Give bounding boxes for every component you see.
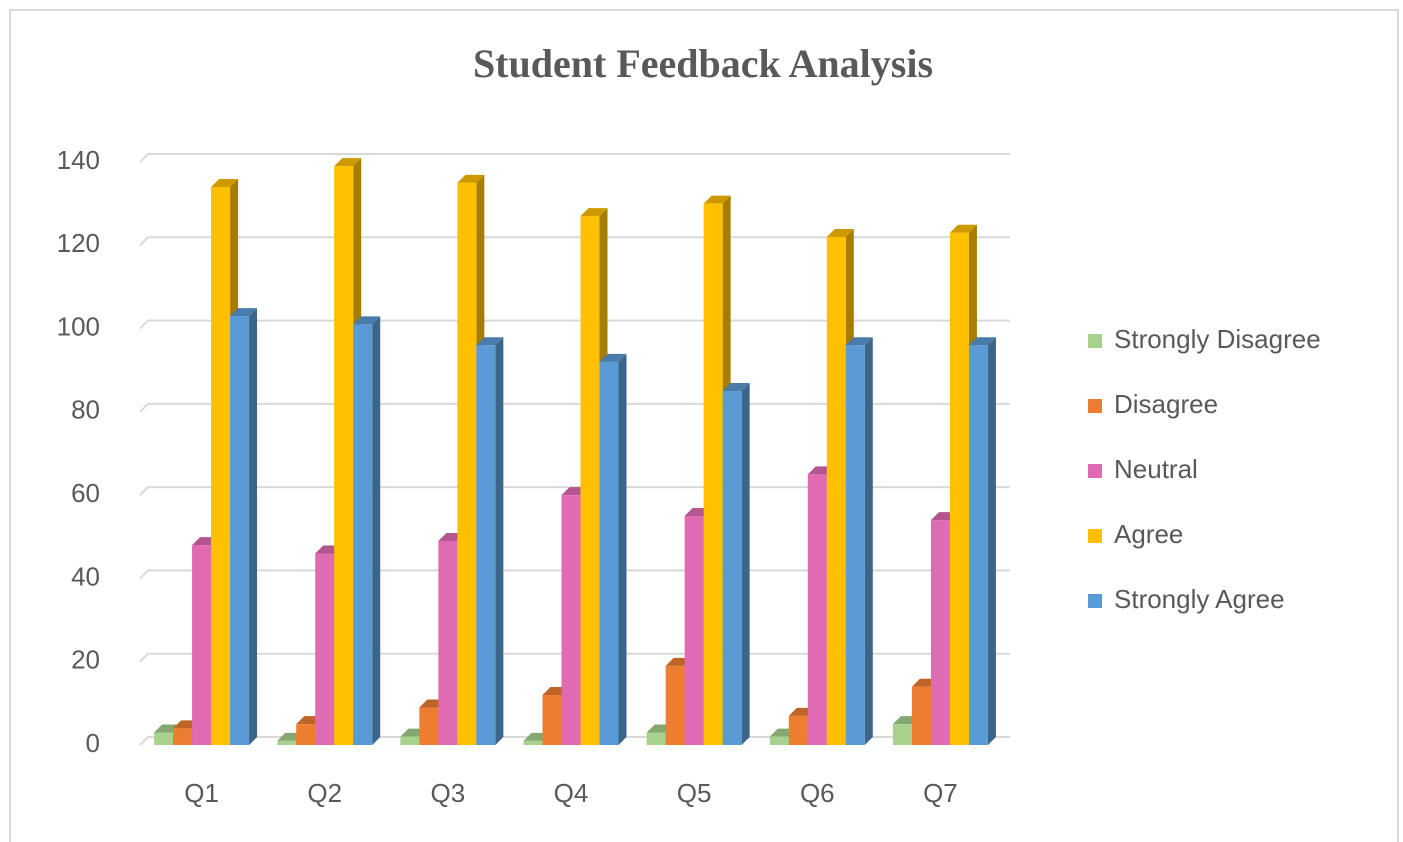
x-tick-label: Q2 — [307, 778, 342, 808]
bar-top — [211, 178, 239, 187]
y-tick-label: 80 — [71, 395, 100, 425]
y-tick-label: 60 — [71, 478, 100, 508]
bar-top — [580, 208, 608, 217]
bar — [334, 166, 354, 745]
bar — [476, 345, 496, 745]
bar — [154, 732, 174, 745]
legend-swatch — [1088, 334, 1102, 348]
y-tick-label: 120 — [57, 228, 100, 258]
bar — [457, 182, 477, 746]
bar — [599, 361, 619, 745]
bar — [211, 186, 231, 745]
legend-label: Neutral — [1114, 454, 1198, 484]
y-tick-label: 0 — [86, 728, 100, 758]
legend-swatch — [1088, 594, 1102, 608]
bar-side — [987, 337, 996, 745]
bar — [892, 724, 912, 745]
bar — [911, 686, 931, 745]
bar-top — [353, 316, 381, 325]
y-tick-label: 140 — [57, 145, 100, 175]
bar-top — [230, 308, 258, 317]
bar — [542, 695, 562, 745]
bar — [296, 724, 316, 745]
bar — [230, 316, 250, 745]
y-tick-label: 40 — [71, 561, 100, 591]
bar — [665, 665, 685, 745]
legend-label: Strongly Agree — [1114, 584, 1285, 614]
x-tick-label: Q4 — [554, 778, 589, 808]
bar-side — [249, 308, 258, 745]
bar-top — [476, 337, 504, 346]
bar — [807, 474, 827, 745]
bar — [788, 715, 808, 745]
x-tick-label: Q3 — [431, 778, 466, 808]
bar — [173, 728, 193, 745]
bar-side — [741, 383, 750, 745]
bar — [646, 732, 666, 745]
legend-swatch — [1088, 399, 1102, 413]
bar — [580, 216, 600, 745]
bar-top — [334, 158, 362, 167]
bar-top — [599, 353, 627, 362]
bar-top — [457, 174, 485, 183]
bar — [826, 236, 846, 745]
bar-top — [949, 224, 977, 233]
y-tick-label: 20 — [71, 645, 100, 675]
bar — [722, 391, 742, 745]
bar — [703, 203, 723, 746]
legend-label: Disagree — [1114, 389, 1218, 419]
bar — [419, 707, 439, 745]
bar — [949, 232, 969, 746]
bar — [523, 740, 543, 745]
bar-top — [845, 337, 873, 346]
bar-top — [722, 383, 750, 392]
bar — [930, 520, 950, 745]
grid-line — [139, 153, 1010, 163]
x-tick-label: Q6 — [800, 778, 835, 808]
legend-swatch — [1088, 464, 1102, 478]
x-tick-label: Q1 — [184, 778, 219, 808]
y-tick-label: 100 — [57, 311, 100, 341]
bar — [684, 515, 704, 745]
bar — [968, 345, 988, 745]
bar — [845, 345, 865, 745]
bar-top — [968, 337, 996, 346]
bar — [315, 553, 335, 745]
bar — [438, 540, 458, 745]
x-tick-label: Q5 — [677, 778, 712, 808]
x-tick-label: Q7 — [923, 778, 958, 808]
bar-side — [372, 316, 381, 745]
legend-swatch — [1088, 529, 1102, 543]
bar — [192, 545, 212, 745]
legend-label: Strongly Disagree — [1114, 324, 1321, 354]
bar-side — [864, 337, 873, 745]
bar-top — [703, 195, 731, 204]
bar-side — [495, 337, 504, 745]
bar — [353, 324, 373, 745]
bar-side — [618, 353, 627, 745]
bar — [561, 495, 581, 745]
bar — [277, 740, 297, 745]
bar — [769, 736, 789, 745]
bar-top — [826, 228, 854, 237]
bar — [400, 736, 420, 745]
legend-label: Agree — [1114, 519, 1183, 549]
chart-title: Student Feedback Analysis — [473, 41, 933, 86]
